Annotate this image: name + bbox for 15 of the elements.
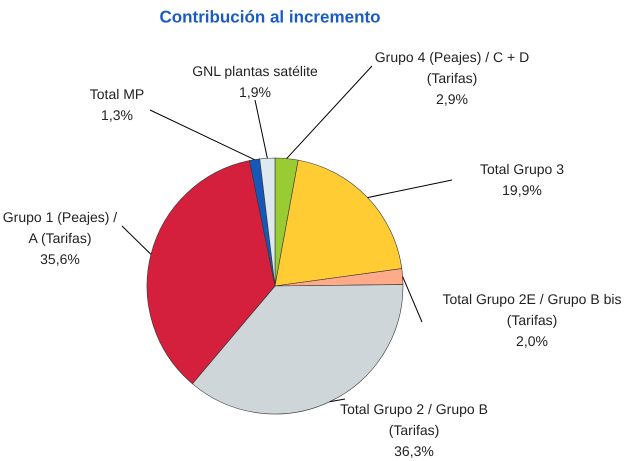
slice-label: Total Grupo 3 bbox=[480, 160, 564, 177]
chart-title: Contribución al incremento bbox=[159, 7, 381, 26]
data-label: 1,9% bbox=[239, 84, 271, 100]
slice-label: Total Grupo 2 / Grupo B (Tarifas) bbox=[340, 400, 488, 438]
data-label: 35,6% bbox=[40, 250, 80, 267]
data-label: 2,0% bbox=[516, 332, 548, 349]
data-label: 2,9% bbox=[436, 90, 468, 107]
slice-label: Total Grupo 2E / Grupo B bis (Tarifas) bbox=[442, 290, 622, 328]
data-label: 1,3% bbox=[101, 106, 133, 123]
slice-label: Total MP bbox=[90, 86, 144, 102]
slice-label: GNL plantas satélite bbox=[192, 62, 318, 79]
data-label: 36,3% bbox=[394, 442, 434, 459]
slice-label: Grupo 1 (Peajes) / A (Tarifas) bbox=[2, 208, 118, 246]
slice-label: Grupo 4 (Peajes) / C + D (Tarifas) bbox=[374, 48, 530, 86]
data-label: 19,9% bbox=[502, 182, 542, 198]
